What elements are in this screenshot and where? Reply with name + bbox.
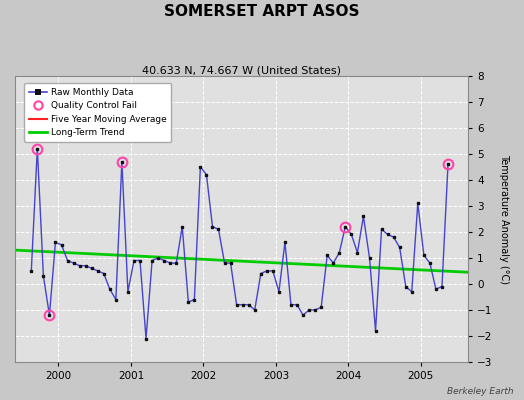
Title: 40.633 N, 74.667 W (United States): 40.633 N, 74.667 W (United States) (142, 65, 341, 75)
Y-axis label: Temperature Anomaly (°C): Temperature Anomaly (°C) (499, 154, 509, 284)
Text: Berkeley Earth: Berkeley Earth (447, 387, 514, 396)
Legend: Raw Monthly Data, Quality Control Fail, Five Year Moving Average, Long-Term Tren: Raw Monthly Data, Quality Control Fail, … (24, 83, 171, 142)
Text: SOMERSET ARPT ASOS: SOMERSET ARPT ASOS (164, 4, 360, 19)
